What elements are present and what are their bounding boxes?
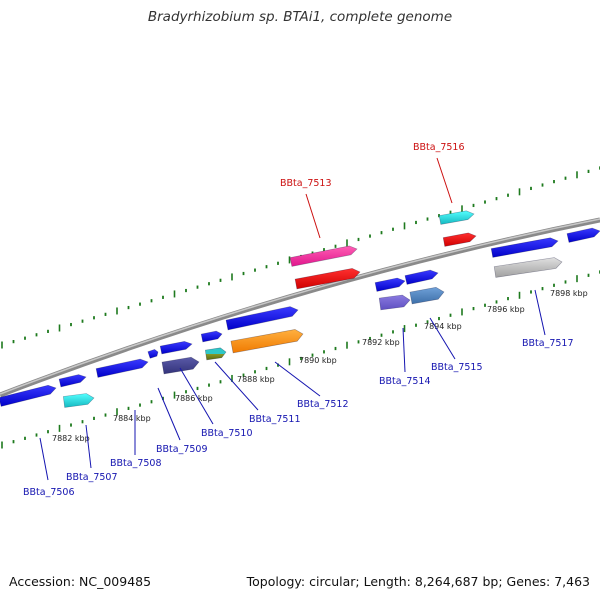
gene-arrow	[200, 330, 223, 343]
scale-tick-label: 7884 kbp	[113, 414, 151, 423]
label-leader-line	[274, 361, 321, 397]
gene-arrow	[566, 227, 600, 243]
outer-tick-ring	[1, 166, 600, 349]
gene-arrow	[95, 358, 149, 378]
gene-label: BBta_7517	[522, 338, 574, 349]
gene-arrow	[204, 347, 227, 361]
label-leader-line	[39, 437, 49, 481]
scale-tick-label: 7890 kbp	[299, 356, 337, 365]
gene-label: BBta_7513	[280, 178, 332, 189]
gene-label: BBta_7506	[23, 487, 75, 498]
label-leader-line	[534, 289, 546, 336]
gene-features	[0, 210, 600, 408]
gene-arrow	[442, 232, 477, 247]
gene-label: BBta_7509	[156, 444, 208, 455]
gene-arrow	[225, 306, 299, 331]
label-leader-line	[429, 317, 456, 360]
gene-label: BBta_7511	[249, 414, 301, 425]
gene-arrow	[490, 237, 559, 258]
scale-tick-label: 7898 kbp	[550, 289, 588, 298]
label-leader-line	[402, 327, 406, 373]
gene-arrow	[378, 294, 411, 311]
gene-label: BBta_7507	[66, 472, 118, 483]
label-leader-line	[85, 424, 92, 469]
accession-text: Accession: NC_009485	[9, 574, 152, 589]
label-leaders	[39, 157, 546, 481]
map-title: Bradyrhizobium sp. BTAi1, complete genom…	[147, 9, 453, 25]
genome-backbone	[0, 217, 600, 398]
gene-label: BBta_7514	[379, 376, 431, 387]
scale-tick-label: 7886 kbp	[175, 394, 213, 403]
scale-tick-label: 7888 kbp	[237, 375, 275, 384]
gene-arrow	[404, 269, 439, 285]
gene-arrow	[294, 268, 361, 290]
backbone-highlight	[0, 218, 600, 395]
gene-label: BBta_7512	[297, 399, 349, 410]
gene-label: BBta_7508	[110, 458, 162, 469]
label-leader-line	[305, 193, 321, 239]
gene-labels: BBta_7506 BBta_7507 BBta_7508 BBta_7509 BBta…	[23, 142, 574, 498]
gene-arrow	[0, 384, 57, 407]
scale-tick-label: 7894 kbp	[424, 322, 462, 331]
scale-labels: 7882 kbp 7884 kbp 7886 kbp 7888 kbp 7890 kbp…	[52, 289, 588, 443]
genome-summary: Topology: circular; Length: 8,264,687 bp…	[246, 574, 590, 589]
gene-arrow	[159, 341, 193, 355]
gene-arrow	[289, 245, 358, 267]
label-leader-line	[157, 387, 181, 441]
gene-arrow	[409, 286, 445, 305]
gene-arrow	[230, 329, 304, 354]
gene-arrow	[62, 393, 95, 408]
gene-label: BBta_7510	[201, 428, 253, 439]
label-leader-line	[214, 361, 259, 411]
scale-tick-label: 7892 kbp	[362, 338, 400, 347]
gene-label: BBta_7516	[413, 142, 465, 153]
label-leader-line	[436, 157, 453, 204]
scale-tick-label: 7896 kbp	[487, 305, 525, 314]
gene-arrow	[147, 349, 159, 359]
gene-arrow	[374, 277, 406, 292]
gene-arrow	[58, 374, 87, 388]
gene-arrow	[438, 210, 475, 225]
label-leader-line	[179, 367, 214, 425]
gene-arrow	[493, 257, 563, 278]
scale-tick-label: 7882 kbp	[52, 434, 90, 443]
gene-arrow	[161, 356, 200, 375]
gene-label: BBta_7515	[431, 362, 483, 373]
